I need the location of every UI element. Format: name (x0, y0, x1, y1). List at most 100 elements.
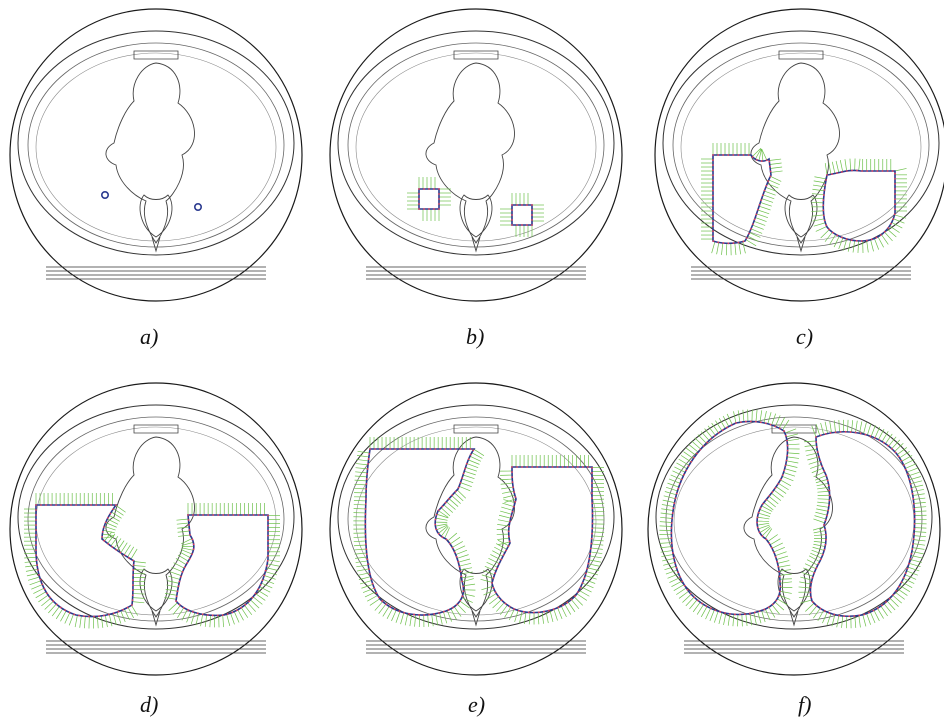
normal-line (209, 615, 211, 628)
contour-point (365, 498, 367, 500)
normal-line (132, 601, 145, 604)
contour-point (41, 583, 44, 586)
panel-d (6, 379, 306, 679)
contour-point (591, 466, 593, 469)
normal-line (355, 560, 368, 563)
normal-line (444, 527, 450, 539)
contour-point (364, 503, 367, 505)
normal-line (784, 428, 797, 434)
contour-point (756, 526, 759, 529)
normal-line (452, 541, 463, 548)
normal-line (571, 599, 580, 610)
mediastinum (743, 436, 833, 618)
contour-point (845, 238, 848, 240)
normal-line (833, 420, 836, 433)
contour-point (591, 492, 593, 495)
contour-point (132, 574, 134, 576)
contour-point (712, 225, 714, 228)
normal-line (783, 472, 796, 477)
contour-point (447, 498, 450, 500)
normal-line (787, 443, 800, 446)
normal-line (734, 242, 737, 255)
normal-line (508, 608, 515, 621)
contour-point (368, 453, 371, 455)
normal-line (252, 596, 263, 605)
normal-line (709, 609, 715, 622)
normal-line (761, 505, 773, 512)
contour-point (508, 605, 511, 608)
contour-point (467, 458, 470, 461)
contour-point (196, 612, 199, 615)
contour-point (516, 466, 518, 468)
normal-line (866, 423, 872, 436)
normal-line (24, 560, 37, 563)
normal-line (769, 538, 781, 546)
contour-point (90, 504, 93, 506)
contour-point (452, 606, 454, 609)
contour-point (393, 608, 396, 611)
contour-point (869, 435, 872, 438)
normal-line (481, 574, 494, 579)
contour-point (685, 469, 688, 472)
normal-line (663, 562, 675, 566)
contour-point (191, 538, 194, 541)
normal-line (661, 554, 674, 557)
normal-line (855, 420, 858, 433)
normal-line (768, 179, 780, 186)
contour-point (819, 607, 822, 610)
normal-line (458, 558, 471, 563)
contour-point (887, 227, 890, 229)
normal-line (771, 492, 782, 501)
contour-point (508, 525, 510, 528)
normal-line (25, 564, 38, 568)
normal-line (378, 603, 387, 614)
normal-line (773, 489, 784, 498)
normal-line (660, 516, 673, 519)
normal-line (461, 597, 473, 603)
contour-point (100, 504, 103, 506)
normal-line (881, 431, 889, 442)
normal-line (173, 562, 185, 569)
normal-line (355, 556, 368, 559)
contour-point (516, 204, 518, 206)
normal-line (824, 163, 828, 176)
contour-point (680, 478, 683, 481)
contour-point (109, 512, 112, 515)
contour-point (111, 546, 114, 548)
contour-point (778, 575, 781, 578)
normal-line (111, 511, 122, 519)
contour-point (132, 569, 135, 571)
normal-line (676, 587, 687, 595)
contour-point (909, 483, 912, 485)
contour-points (491, 466, 594, 614)
sternum (133, 50, 179, 60)
normal-line (233, 611, 240, 623)
sternum (771, 424, 817, 434)
normal-line (866, 240, 869, 253)
contour-point (254, 592, 257, 595)
contour-point (505, 549, 507, 552)
ribcage-outline (672, 42, 930, 248)
contour-point (712, 174, 714, 177)
normal-line (811, 549, 824, 555)
contour-point (437, 509, 440, 512)
contour-point (758, 531, 761, 534)
contour-point (551, 466, 554, 468)
normal-line (456, 489, 467, 499)
contour-point (46, 592, 48, 595)
contour-point (35, 544, 37, 546)
contour-point (912, 502, 915, 505)
contour-point (860, 240, 863, 242)
contour-point (759, 421, 762, 424)
normal-line (914, 510, 927, 512)
contour-points (822, 169, 896, 242)
contour-point (88, 615, 90, 618)
normal-line (721, 242, 724, 255)
normal-line (812, 526, 825, 531)
contour-point (770, 546, 773, 549)
normal-line (866, 613, 871, 625)
contour-point (494, 591, 497, 594)
contour-point (726, 426, 728, 429)
contour-point (366, 468, 369, 470)
contour-point (875, 236, 878, 239)
